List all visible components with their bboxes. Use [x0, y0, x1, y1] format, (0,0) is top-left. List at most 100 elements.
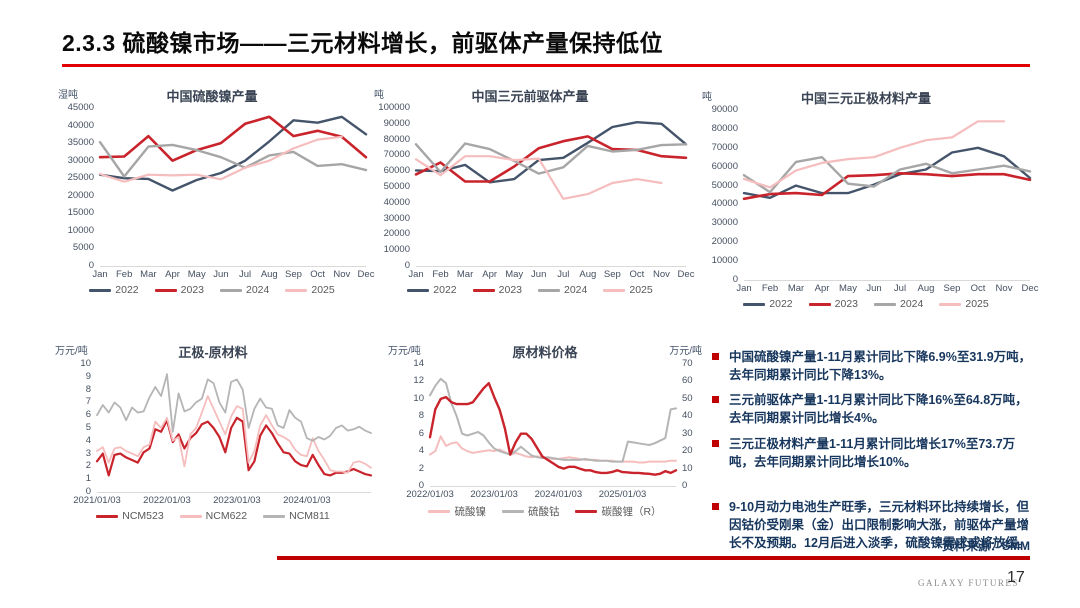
y-tick-label: 7 — [85, 396, 91, 408]
series-line-NCM523 — [95, 416, 373, 477]
x-tick-label: Mar — [456, 269, 474, 280]
legend-line-swatch — [285, 288, 308, 292]
bullet-item: 9-10月动力电池生产旺季，三元材料环比持续增长，但因钴价受刚果（金）出口限制影… — [712, 498, 1038, 552]
legend-line-swatch — [179, 514, 202, 518]
y-tick-label: 0 — [682, 480, 688, 491]
legend-label: 2023 — [180, 284, 204, 296]
y-axis: 10 9 8 7 6 5 4 3 2 1 0 — [55, 358, 97, 497]
legend-label: 2025 — [311, 284, 335, 296]
y-tick-label: 80000 — [383, 133, 410, 145]
series-line-碳酸锂（R） — [428, 382, 678, 476]
y-tick-label: 10000 — [67, 224, 94, 236]
y-tick-label: 4 — [418, 445, 424, 457]
x-tick-label: Sep — [603, 269, 621, 280]
x-tick-label: May — [187, 269, 206, 280]
x-tick-label: Aug — [260, 269, 278, 280]
legend-line-swatch — [939, 302, 962, 306]
bullet-item: 三元正极材料产量1-11月累计同比增长17%至73.7万吨，去年同期累计同比增长… — [712, 435, 1038, 471]
chart-nickel-sulfate-production: 湿吨 中国硫酸镍产量 45000 40000 35000 30000 25000 2000… — [58, 86, 374, 296]
legend-line-swatch — [407, 288, 430, 292]
bullet-item: 中国硫酸镍产量1-11月累计同比下降6.9%至31.9万吨，去年同期累计同比下降… — [712, 348, 1038, 384]
legend-line-swatch — [154, 288, 177, 292]
y-tick-label: 10 — [682, 462, 693, 474]
legend-label: 硫酸钴 — [527, 506, 560, 518]
x-tick-label: 2025/01/03 — [598, 489, 647, 500]
legend-line-swatch — [743, 302, 766, 306]
y-tick-label: 6 — [418, 427, 424, 439]
series-line-2023 — [414, 135, 688, 183]
y-tick-label: 80000 — [711, 122, 738, 134]
y-tick-label: 90000 — [711, 104, 738, 115]
y-tick-label: 5 — [85, 422, 91, 433]
x-tick-label: Dec — [357, 269, 375, 280]
y-tick-label: 20000 — [67, 189, 94, 201]
series-line-2023 — [742, 171, 1032, 201]
x-tick-label: 2022/01/03 — [406, 489, 454, 500]
y-tick-label: 60000 — [711, 160, 738, 172]
legend-line-swatch — [874, 302, 896, 306]
y-tick-label: 60 — [682, 375, 693, 387]
legend-label: 2022 — [769, 298, 793, 310]
legend-item: 2024 — [220, 284, 269, 296]
y-axis: 45000 40000 35000 30000 25000 20000 15000 10000… — [58, 102, 100, 271]
legend-item: 2023 — [808, 298, 858, 310]
x-tick-label: May — [505, 269, 524, 280]
y-tick-label: 50 — [682, 392, 693, 404]
legend-item: 2022 — [89, 284, 139, 296]
legend-line-swatch — [428, 510, 451, 513]
x-axis: 2021/01/03 2022/01/03 2023/01/03 2024/01/03 — [73, 492, 371, 507]
y-tick-label: 30000 — [67, 154, 94, 166]
series-line-2023 — [98, 115, 368, 163]
bullet-item: 三元前驱体产量1-11月累计同比下降16%至64.8万吨，去年同期累计同比增长4… — [712, 391, 1038, 427]
bullet-text: 三元前驱体产量1-11月累计同比下降16%至64.8万吨，去年同期累计同比增长4… — [729, 393, 1028, 426]
legend-label: 碳酸锂（R） — [601, 506, 662, 518]
bullet-square-icon — [712, 353, 719, 360]
legend-line-swatch — [603, 288, 626, 292]
commentary-panel: 中国硫酸镍产量1-11月累计同比下降6.9%至31.9万吨，去年同期累计同比下降… — [712, 348, 1038, 559]
x-tick-label: Feb — [115, 269, 133, 280]
legend-label: 2022 — [433, 284, 457, 296]
x-tick-label: Feb — [761, 283, 779, 294]
y-tick-label: 15000 — [67, 207, 94, 219]
legend-line-swatch — [538, 288, 560, 292]
x-tick-label: Jul — [239, 269, 252, 280]
y-tick-label: 25000 — [67, 172, 94, 184]
x-tick-label: Nov — [995, 283, 1013, 294]
y-tick-label: 14 — [413, 358, 424, 369]
y-tick-label: 8 — [418, 410, 424, 422]
plot-area: 2021/01/03 2022/01/03 2023/01/03 2024/01/03 — [73, 364, 373, 506]
y-tick-label: 2 — [85, 460, 91, 472]
page-number: 17 — [1007, 569, 1025, 586]
y-axis: 100000 90000 80000 70000 60000 50000 40000 3000… — [374, 102, 416, 271]
x-tick-label: 2022/01/03 — [143, 495, 191, 506]
chart-ternary-precursor-production: 吨 中国三元前驱体产量 100000 90000 80000 70000 60000 50… — [374, 86, 694, 296]
series-line-2024 — [742, 156, 1032, 194]
x-axis: Jan Feb Mar Apr May Jun Jul Aug Sep Oct Nov Dec — [736, 280, 1038, 295]
y-tick-label: 40 — [682, 410, 693, 422]
legend-label: 2023 — [498, 284, 522, 296]
bullet-square-icon — [712, 396, 719, 404]
x-tick-label: Apr — [814, 283, 830, 294]
x-tick-label: Jul — [893, 283, 907, 294]
y-tick-label: 30000 — [383, 212, 410, 224]
y-tick-label: 90000 — [383, 117, 410, 129]
y-tick-label: 0 — [404, 260, 410, 271]
bullet-text: 三元正极材料产量1-11月累计同比增长17%至73.7万吨，去年同期累计同比增长… — [729, 436, 1016, 469]
y-tick-label: 40000 — [67, 119, 94, 131]
plot-area: Jan Feb Mar Apr May Jun Jul Aug Sep Oct Nov Dec — [736, 110, 1038, 294]
legend-item: 2022 — [743, 298, 793, 310]
series-line-2024 — [414, 142, 688, 175]
x-tick-label: Sep — [943, 283, 961, 294]
x-tick-label: Jan — [736, 283, 752, 294]
y-tick-label: 8 — [85, 383, 91, 395]
legend-item: 2024 — [538, 284, 587, 296]
x-tick-label: Mar — [787, 283, 805, 294]
x-tick-label: 2021/01/03 — [73, 495, 121, 506]
x-tick-label: Apr — [165, 269, 180, 280]
y-axis-unit-label: 万元/吨 — [388, 346, 421, 357]
y-tick-label: 40000 — [383, 196, 410, 208]
y-tick-label: 20000 — [711, 236, 738, 248]
legend-label: 2025 — [965, 298, 989, 310]
bullet-text: 中国硫酸镍产量1-11月累计同比下降6.9%至31.9万吨，去年同期累计同比下降… — [729, 350, 1032, 383]
y-axis: 14 12 10 8 6 4 2 0 — [388, 358, 430, 491]
